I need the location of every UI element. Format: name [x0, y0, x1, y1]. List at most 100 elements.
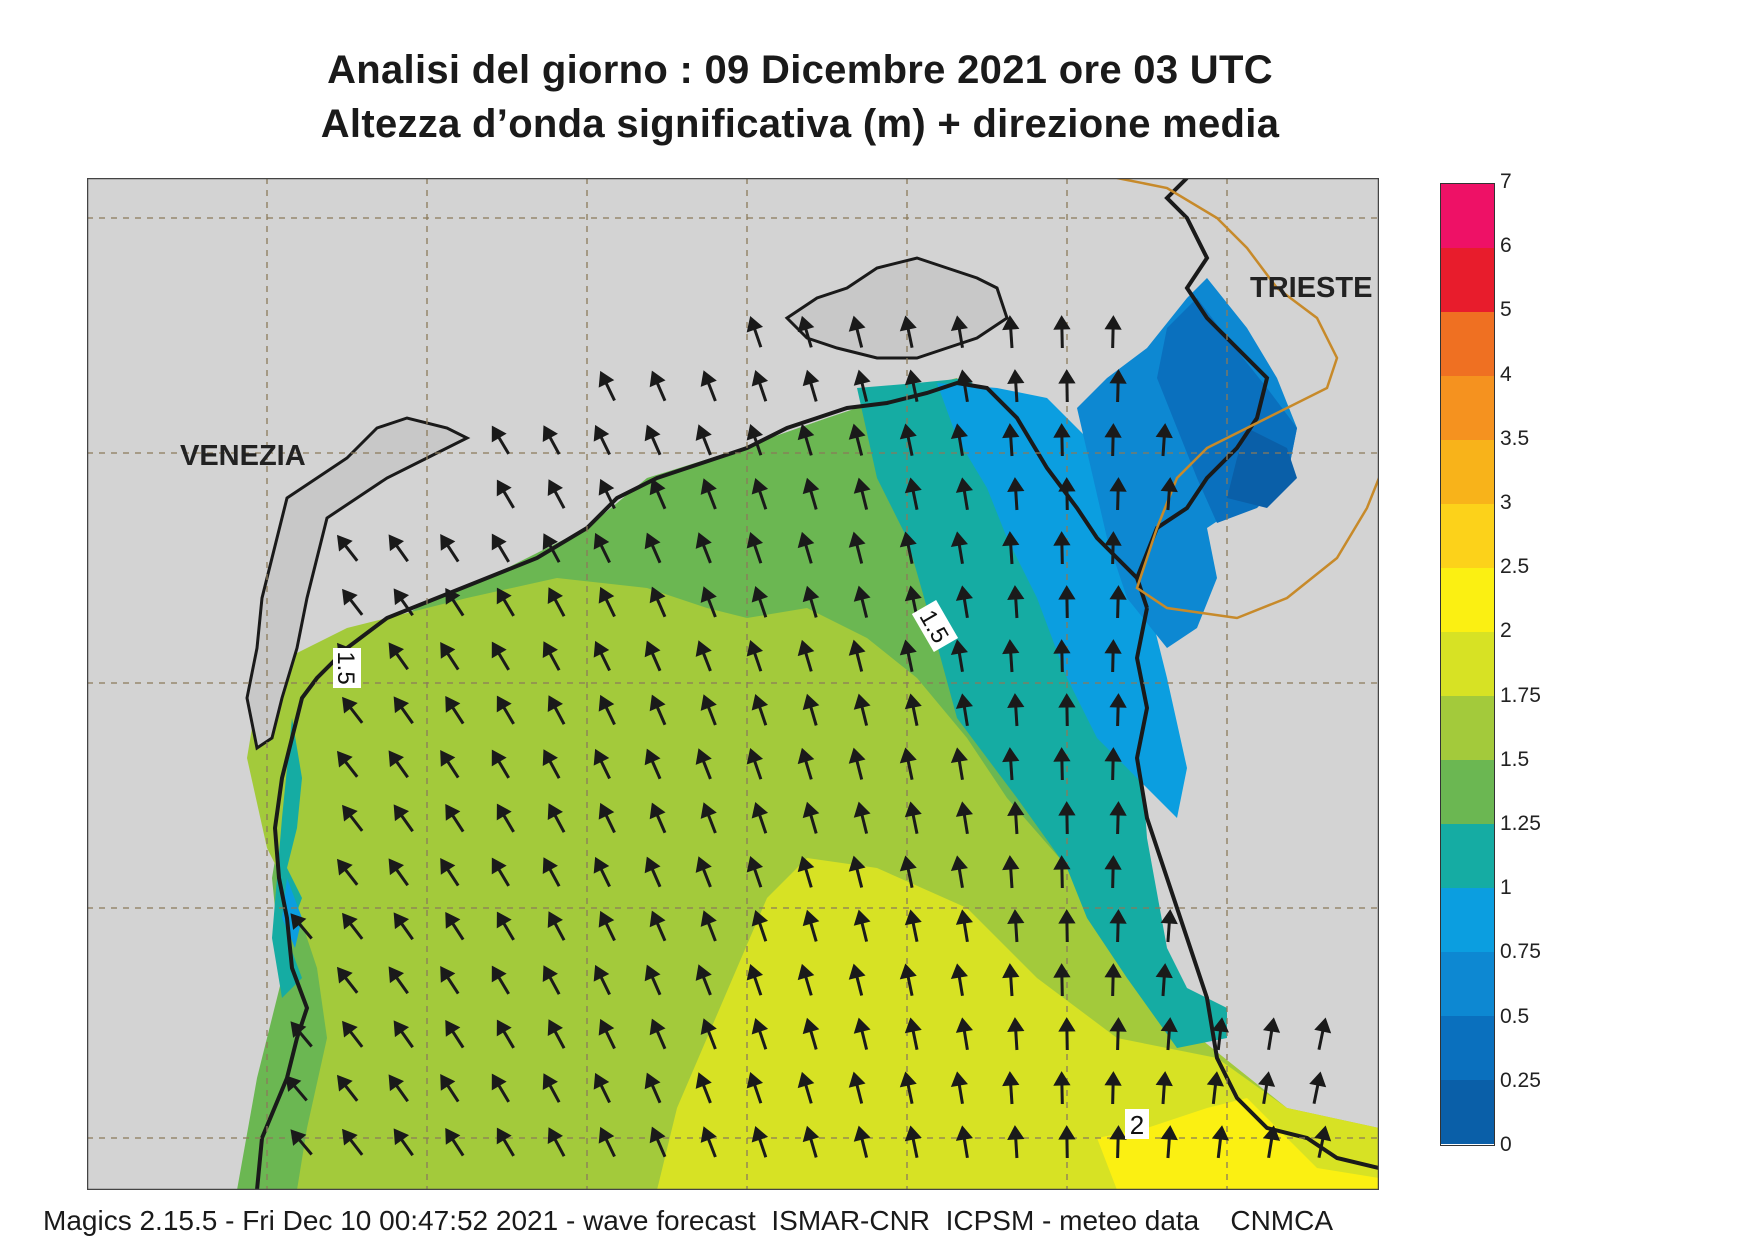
wave-arrow-head	[802, 909, 820, 927]
wave-arrow-head	[491, 1073, 507, 1091]
wave-arrow-head	[598, 370, 615, 388]
wave-arrow-head	[388, 534, 405, 552]
colorbar-swatch	[1441, 952, 1494, 1016]
wave-arrow-head	[899, 531, 917, 548]
wave-arrow-head	[904, 477, 922, 494]
colorbar-tick-label: 7	[1500, 170, 1512, 193]
wave-arrow-head	[496, 1127, 512, 1145]
wave-arrow-head	[644, 424, 661, 442]
wave-arrow-head	[644, 1072, 661, 1090]
wave-arrow-head	[644, 532, 661, 550]
wave-arrow-head	[547, 695, 563, 712]
wave-arrow-head	[593, 1072, 610, 1090]
wave-arrow-head	[1109, 1125, 1127, 1140]
wave-arrow-head	[649, 1126, 666, 1144]
contour-label-text: 1.5	[332, 651, 359, 684]
wave-arrow-head	[445, 695, 461, 713]
wave-arrow-head	[751, 586, 769, 603]
wave-arrow-head	[955, 1125, 973, 1141]
wave-arrow-head	[700, 910, 717, 927]
wave-arrow-head	[1206, 1071, 1224, 1087]
wave-arrow-head	[700, 1018, 717, 1035]
wave-arrow-head	[393, 696, 410, 714]
wave-arrow-head	[547, 1127, 563, 1144]
wave-arrow-head	[598, 910, 615, 928]
colorbar-tick-label: 1	[1500, 876, 1512, 900]
wave-arrow-head	[853, 801, 871, 818]
wave-arrow-head	[440, 857, 456, 875]
wave-arrow-head	[393, 1128, 410, 1146]
wave-arrow-head	[285, 1075, 302, 1092]
wave-arrow-head	[797, 747, 815, 765]
wave-arrow-head	[336, 858, 353, 876]
wave-arrow-head	[1155, 1071, 1173, 1087]
colorbar-swatch	[1441, 248, 1494, 312]
wave-arrow-head	[547, 479, 563, 496]
wave-arrow-head	[955, 801, 973, 817]
wave-arrow-head	[1160, 1017, 1178, 1033]
sea-band-0.75	[937, 383, 1187, 818]
wave-arrow-head	[695, 1072, 712, 1089]
wave-arrow-head	[491, 965, 507, 983]
colorbar-swatch	[1441, 184, 1494, 248]
wave-arrow-head	[491, 857, 507, 875]
wave-arrow-head	[853, 693, 871, 710]
wave-arrow-head	[848, 423, 866, 440]
wave-arrow-head	[751, 1018, 769, 1035]
wave-arrow-head	[542, 1073, 558, 1091]
wave-arrow-head	[746, 964, 764, 981]
wave-arrow-head	[649, 694, 666, 712]
wave-arrow-head	[746, 856, 764, 873]
colorbar-swatch	[1441, 376, 1494, 440]
wave-arrow-head	[1053, 531, 1071, 546]
sea-band-2	[1097, 1098, 1379, 1190]
wave-arrow-head	[491, 641, 507, 659]
wave-arrow-head	[848, 1071, 866, 1088]
wave-arrow-head	[593, 856, 610, 874]
wave-arrow-head	[1007, 909, 1025, 925]
wave-arrow-head	[1053, 855, 1071, 870]
wave-arrow-head	[393, 1020, 410, 1038]
wave-arrow-head	[440, 1073, 456, 1091]
wave-arrow-head	[496, 803, 512, 821]
wave-arrow-head	[1007, 1017, 1025, 1033]
wave-arrow-head	[700, 370, 717, 387]
wave-arrow-head	[1058, 369, 1076, 384]
coastline-north	[255, 380, 1149, 1190]
wave-arrow-head	[751, 802, 769, 819]
wave-arrow-head	[336, 966, 353, 984]
city-label-trieste: TRIESTE	[1250, 272, 1373, 304]
wave-arrow-head	[445, 803, 461, 821]
wave-arrow-head	[950, 963, 968, 979]
wave-arrow-head	[649, 478, 666, 496]
wave-arrow-head	[797, 855, 815, 873]
wave-arrow-head	[1109, 909, 1127, 924]
wave-arrow-head	[1104, 1071, 1122, 1086]
colorbar-tick-label: 3	[1500, 491, 1512, 514]
wave-arrow-head	[598, 802, 615, 820]
wave-arrow-head	[598, 1018, 615, 1036]
wave-arrow-head	[950, 747, 968, 763]
wave-arrow-head	[1263, 1125, 1281, 1141]
colorbar-swatch	[1441, 504, 1494, 568]
colorbar-swatch	[1441, 568, 1494, 632]
wave-arrow-head	[1002, 1071, 1020, 1087]
wave-arrow-head	[440, 749, 456, 767]
wave-arrow-head	[1002, 315, 1020, 331]
wave-arrow-head	[649, 586, 666, 604]
wave-arrow-head	[1002, 747, 1020, 763]
wave-arrow-head	[802, 369, 820, 387]
wave-arrow-head	[751, 478, 769, 495]
wave-arrow-head	[695, 748, 712, 765]
contour-label-text: 2	[1130, 1110, 1144, 1140]
wave-arrow-head	[853, 369, 871, 386]
sea-band-0-deep	[1227, 428, 1297, 508]
wave-arrow-head	[290, 913, 307, 930]
wave-map: 1.5 1.5 2	[87, 178, 1379, 1190]
contour-label-3: 2	[1125, 1109, 1149, 1140]
wave-arrow-head	[1160, 477, 1178, 493]
wave-arrow-head	[388, 750, 405, 768]
wave-arrow-head	[904, 801, 922, 818]
wave-arrow-head	[1211, 1125, 1229, 1141]
wave-arrow-head	[542, 425, 558, 443]
